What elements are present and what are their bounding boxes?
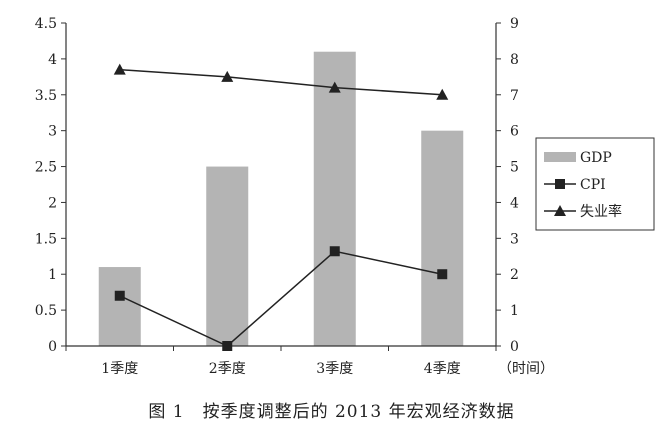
x-category-label: 4季度 [424, 361, 461, 377]
right-tick-label: 7 [510, 88, 519, 104]
unemployment-point-1 [113, 63, 126, 75]
x-category-label: 3季度 [316, 361, 353, 377]
legend-gdp-swatch [544, 152, 576, 162]
right-tick-label: 9 [510, 16, 519, 32]
legend-label: CPI [580, 177, 606, 193]
legend-label: 失业率 [580, 203, 622, 220]
right-tick-label: 3 [510, 231, 519, 247]
left-tick-label: 3 [48, 124, 57, 140]
chart-svg: 0 0.5 1 1.5 2 2.5 3 3.5 4 4.5 0 1 2 3 4 5 6 7 8 9 1季度 2季度 3季度 4… [35, 16, 655, 377]
right-tick-label: 8 [510, 52, 519, 68]
cpi-point-3 [329, 246, 340, 257]
left-tick-label: 1 [48, 267, 57, 283]
left-tick-label: 3.5 [35, 88, 57, 104]
cpi-point-1 [114, 290, 125, 301]
x-axis-unit-label: （时间） [498, 361, 554, 377]
left-tick-label: 4.5 [35, 16, 57, 32]
cpi-point-2 [222, 341, 233, 351]
x-category-label: 1季度 [101, 361, 138, 377]
figure-caption: 图 1 按季度调整后的 2013 年宏观经济数据 [148, 402, 515, 422]
legend-label: GDP [580, 150, 612, 166]
right-tick-label: 2 [510, 267, 519, 283]
cpi-line [119, 250, 443, 347]
x-category-label: 2季度 [209, 361, 246, 377]
unemployment-point-2 [221, 70, 234, 82]
legend-cpi-marker [555, 179, 565, 189]
right-tick-label: 5 [510, 160, 519, 176]
right-tick-label: 4 [510, 195, 519, 211]
cpi-point-4 [437, 269, 448, 280]
left-tick-label: 4 [48, 52, 57, 68]
right-tick-label: 6 [510, 124, 519, 140]
unemployment-point-4 [436, 88, 449, 100]
gdp-bar-4 [421, 130, 464, 346]
left-tick-label: 0.5 [35, 303, 57, 319]
legend-unemployment-marker [554, 205, 566, 216]
left-tick-label: 2.5 [35, 160, 57, 176]
gdp-bar-2 [206, 166, 249, 346]
gdp-bar-1 [98, 267, 141, 346]
left-tick-label: 2 [48, 195, 57, 211]
unemployment-line [119, 68, 443, 96]
left-tick-label: 1.5 [35, 231, 57, 247]
right-tick-label: 0 [510, 339, 519, 355]
right-tick-label: 1 [510, 303, 519, 319]
unemployment-point-3 [328, 81, 341, 93]
gdp-bar-3 [313, 51, 356, 346]
left-tick-label: 0 [48, 339, 57, 355]
